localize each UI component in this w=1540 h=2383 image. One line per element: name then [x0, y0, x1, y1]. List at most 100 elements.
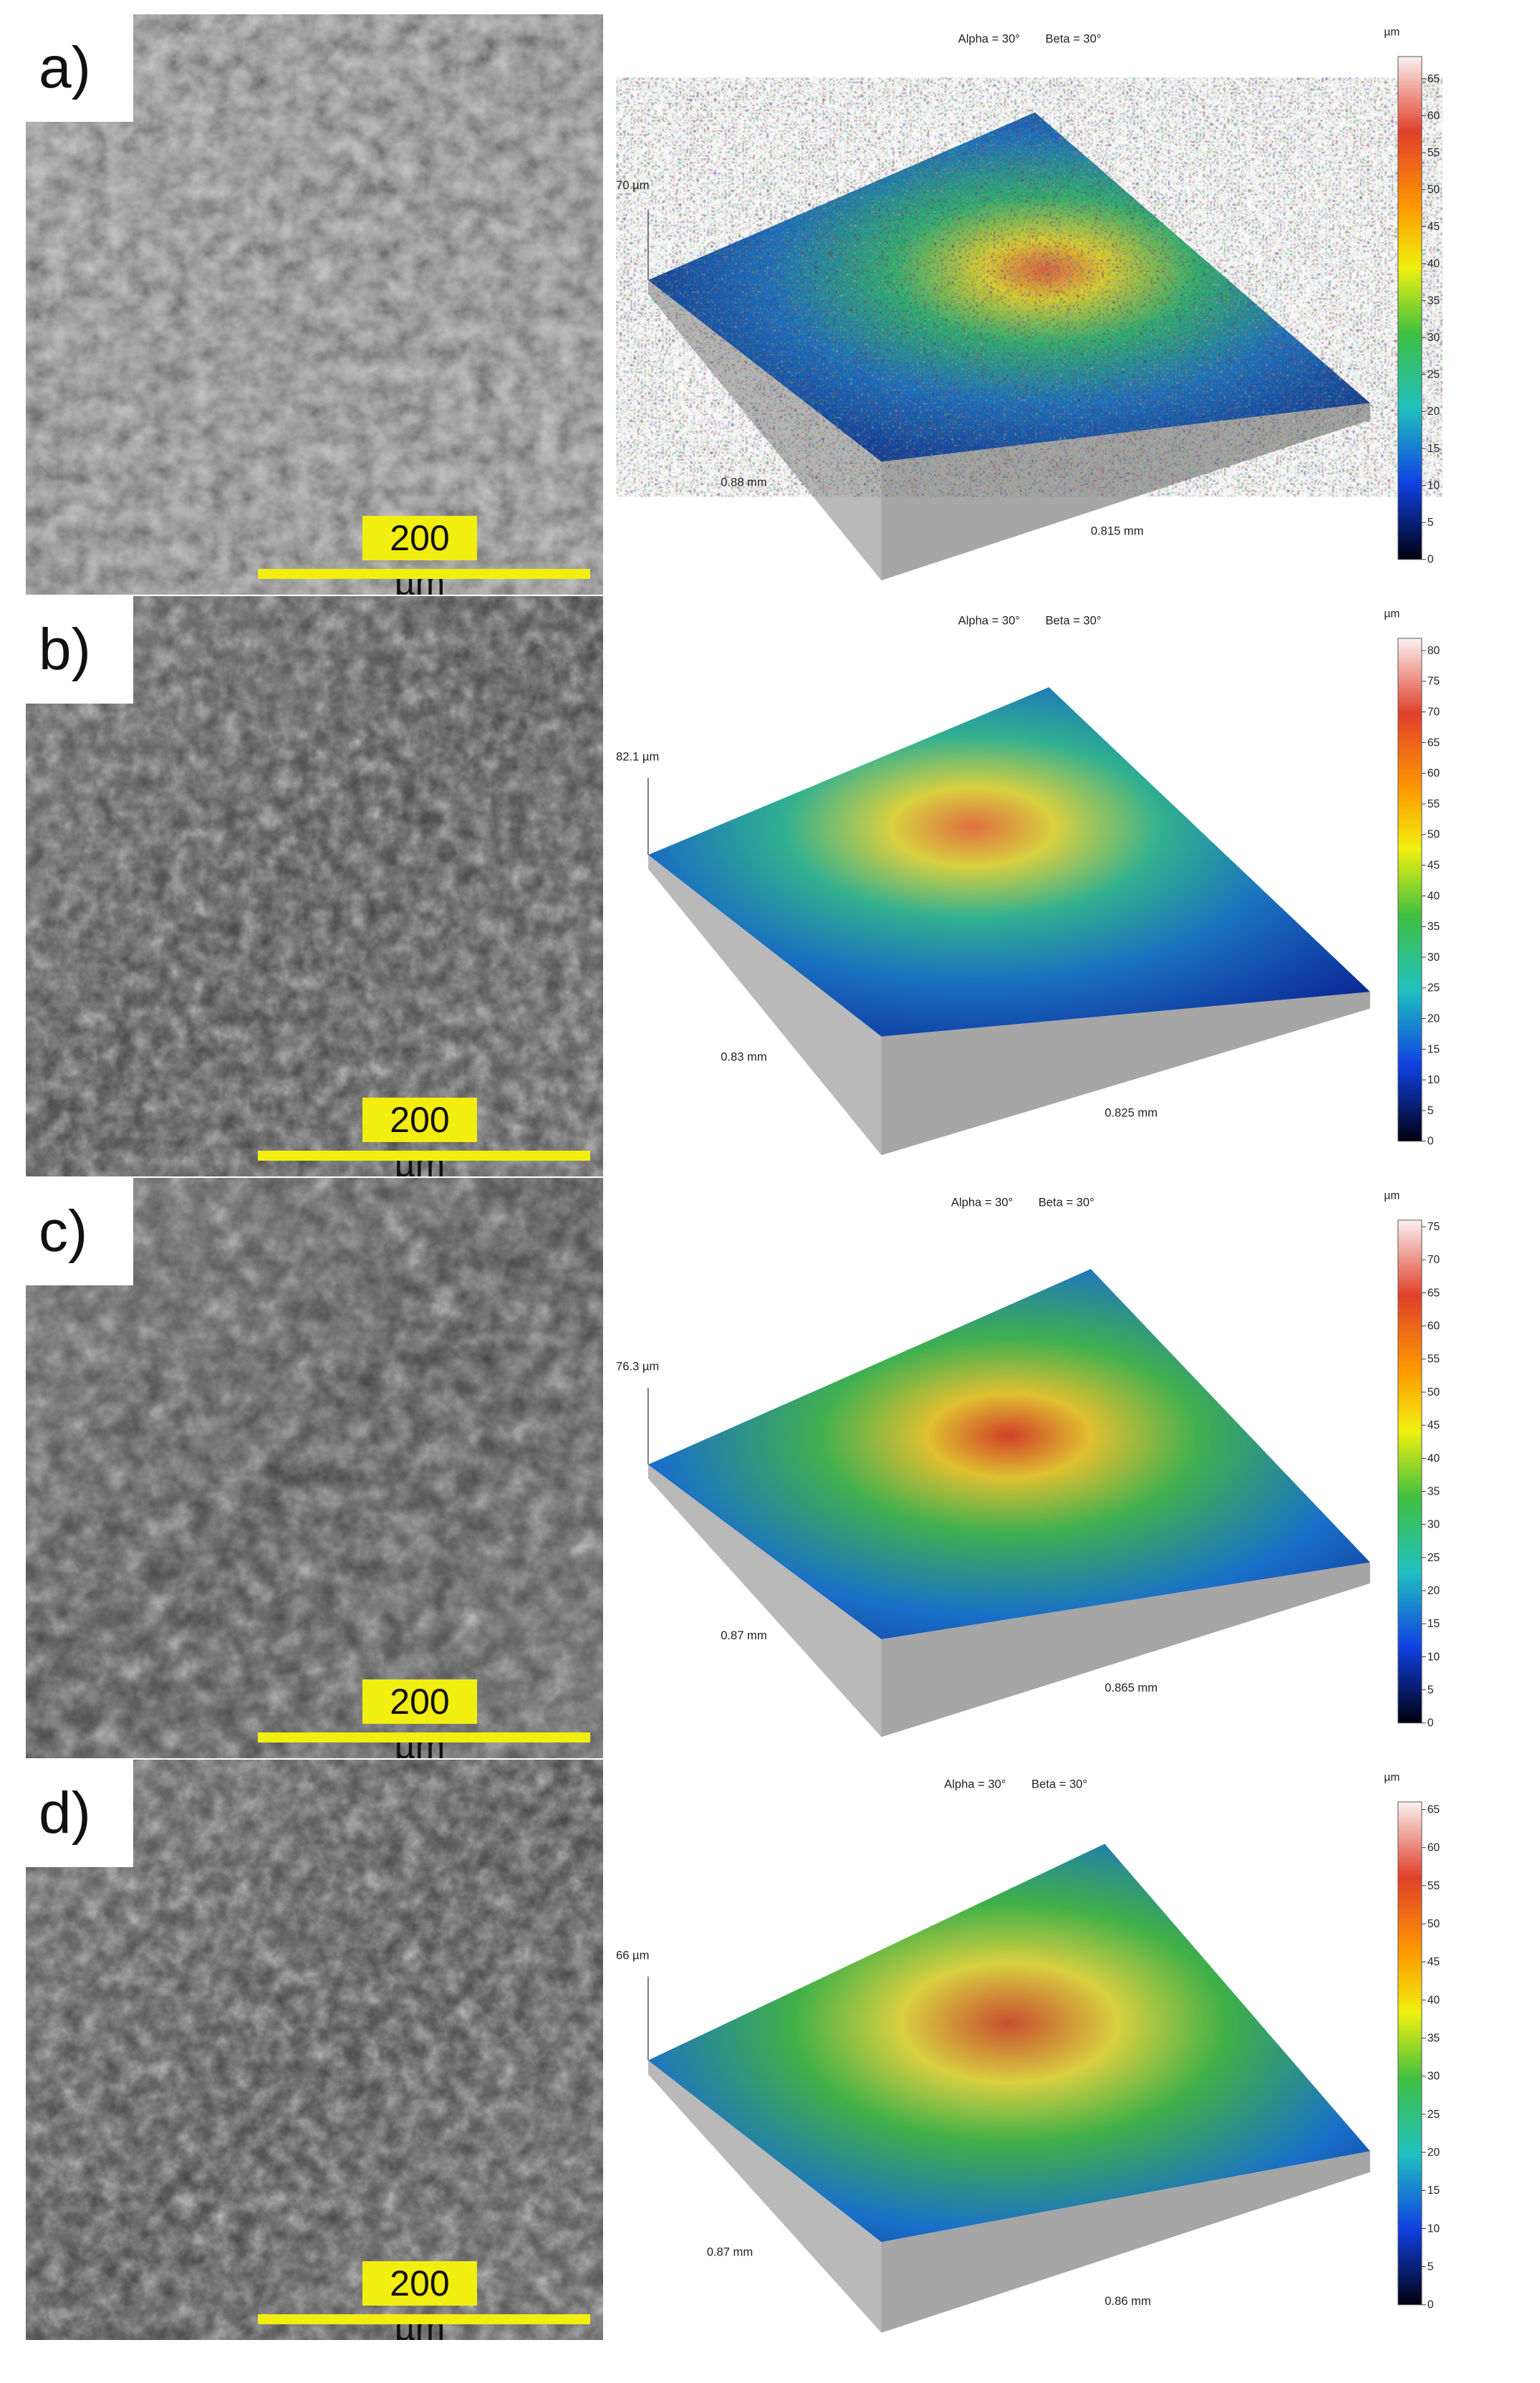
figure-row-d: d) 200 µm Alpha = 30° Beta = 30° 66 µm 0… — [0, 1760, 1540, 2340]
y-length-label: 0.815 mm — [1091, 524, 1144, 538]
colorbar-tick-label: 10 — [1428, 1074, 1440, 1086]
topography-plot: Alpha = 30° Beta = 30° 82.1 µm 0.83 mm 0… — [616, 596, 1447, 1176]
colorbar-tick-label: 60 — [1428, 1320, 1440, 1333]
colorbar-tick-label: 25 — [1428, 982, 1440, 994]
alpha-angle: Alpha = 30° — [958, 32, 1020, 45]
colorbar-unit: µm — [1384, 27, 1400, 39]
colorbar-tick-label: 45 — [1428, 1956, 1440, 1968]
base-block-front — [881, 2151, 1370, 2333]
colorbar-tick-label: 45 — [1428, 221, 1440, 233]
colorbar-tick-label: 50 — [1428, 184, 1440, 196]
panel-label: c) — [26, 1178, 133, 1285]
colorbar-tick-label: 25 — [1428, 1552, 1440, 1564]
colorbar-tick-label: 20 — [1428, 2147, 1440, 2159]
scale-bar-label: 200 µm — [362, 1098, 477, 1176]
x-length-label: 0.88 mm — [721, 475, 766, 489]
topography-plot: Alpha = 30° Beta = 30° 66 µm 0.87 mm 0.8… — [616, 1760, 1447, 2340]
x-length-label: 0.87 mm — [721, 1629, 766, 1642]
alpha-angle: Alpha = 30° — [944, 1777, 1006, 1790]
alpha-angle: Alpha = 30° — [958, 613, 1020, 627]
base-block-front — [881, 992, 1370, 1156]
colorbar-tick-label: 0 — [1428, 1136, 1434, 1148]
y-length-label: 0.825 mm — [1105, 1106, 1158, 1120]
colorbar-tick-label: 15 — [1428, 2185, 1440, 2197]
colorbar-tick-label: 10 — [1428, 479, 1440, 492]
colorbar-tick-label: 40 — [1428, 258, 1440, 270]
y-length-label: 0.86 mm — [1105, 2294, 1150, 2308]
colorbar-tick-label: 40 — [1428, 890, 1440, 902]
colorbar-tick-label: 35 — [1428, 1485, 1440, 1497]
colorbar-tick-label: 20 — [1428, 1585, 1440, 1597]
scale-bar — [258, 1151, 590, 1161]
figure-row-b: b) 200 µm Alpha = 30° Beta = 30° 82.1 µm… — [0, 596, 1540, 1176]
surface-map — [648, 112, 1370, 462]
scale-bar-label: 200 µm — [362, 2261, 477, 2340]
colorbar-tick-label: 55 — [1428, 147, 1440, 159]
colorbar-tick-label: 45 — [1428, 860, 1440, 872]
panel-label: a) — [26, 14, 133, 122]
scale-bar-label: 200 µm — [362, 1679, 477, 1758]
colorbar-tick-label: 75 — [1428, 1221, 1440, 1233]
colorbar-tick-label: 65 — [1428, 73, 1440, 85]
x-length-label: 0.87 mm — [707, 2245, 753, 2259]
colorbar-tick-label: 70 — [1428, 1254, 1440, 1266]
colorbar-tick-label: 60 — [1428, 767, 1440, 780]
beta-angle: Beta = 30° — [1031, 1777, 1087, 1790]
colorbar-tick-label: 0 — [1428, 2299, 1434, 2311]
colorbar-unit: µm — [1384, 1772, 1400, 1784]
colorbar-tick-label: 0 — [1428, 1717, 1434, 1730]
colorbar-tick-label: 55 — [1428, 798, 1440, 810]
surface-map — [648, 687, 1370, 1037]
colorbar-tick-label: 65 — [1428, 737, 1440, 749]
figure-row-a: a) 200 µm Alpha = 30° Beta = 30° 70 µm 0… — [0, 14, 1540, 595]
colorbar-tick-label: 15 — [1428, 443, 1440, 455]
base-block — [648, 855, 1370, 1156]
colorbar-tick-label: 50 — [1428, 1386, 1440, 1399]
x-length-label: 0.83 mm — [721, 1050, 766, 1064]
colorbar-tick-label: 45 — [1428, 1419, 1440, 1432]
z-range-label: 70 µm — [616, 178, 649, 192]
colorbar-tick-label: 20 — [1428, 406, 1440, 418]
colorbar-unit: µm — [1384, 608, 1400, 620]
beta-angle: Beta = 30° — [1045, 613, 1101, 627]
topography-plot: Alpha = 30° Beta = 30° 70 µm 0.88 mm 0.8… — [616, 14, 1447, 595]
colorbar-tick-label: 5 — [1428, 517, 1434, 529]
colorbar-tick-label: 30 — [1428, 332, 1440, 344]
colorbar-tick-label: 10 — [1428, 2223, 1440, 2235]
colorbar-tick-label: 35 — [1428, 2032, 1440, 2044]
colorbar-tick-label: 5 — [1428, 1684, 1434, 1696]
colorbar — [1397, 638, 1423, 1142]
colorbar-tick-label: 5 — [1428, 1105, 1434, 1117]
colorbar-tick-label: 50 — [1428, 829, 1440, 841]
z-range-label: 66 µm — [616, 1948, 649, 1962]
colorbar-tick-label: 50 — [1428, 1918, 1440, 1930]
surface-mesh — [647, 112, 1371, 462]
surface-map — [648, 1843, 1370, 2243]
y-length-label: 0.865 mm — [1105, 1681, 1158, 1694]
colorbar-tick-label: 55 — [1428, 1353, 1440, 1366]
panel-label: b) — [26, 596, 133, 704]
panel-label: d) — [26, 1760, 133, 1867]
colorbar-unit: µm — [1384, 1190, 1400, 1202]
colorbar-tick-label: 5 — [1428, 2261, 1434, 2273]
colorbar-tick-label: 35 — [1428, 294, 1440, 307]
sem-micrograph: a) 200 µm — [26, 14, 603, 595]
colorbar-tick-label: 15 — [1428, 1043, 1440, 1055]
colorbar-tick-label: 25 — [1428, 2109, 1440, 2121]
colorbar-tick-label: 0 — [1428, 554, 1434, 566]
colorbar — [1397, 1801, 1423, 2306]
base-block-front — [881, 1562, 1370, 1737]
colorbar-tick-label: 40 — [1428, 1452, 1440, 1464]
colorbar-tick-label: 70 — [1428, 706, 1440, 719]
colorbar-tick-label: 35 — [1428, 921, 1440, 933]
colorbar-tick-label: 40 — [1428, 1994, 1440, 2006]
colorbar — [1397, 1219, 1423, 1724]
beta-angle: Beta = 30° — [1045, 32, 1101, 45]
sem-micrograph: c) 200 µm — [26, 1178, 603, 1758]
colorbar-tick-label: 65 — [1428, 1287, 1440, 1299]
scale-bar — [258, 2314, 590, 2324]
colorbar-tick-label: 55 — [1428, 1880, 1440, 1892]
colorbar — [1397, 56, 1423, 560]
colorbar-tick-label: 10 — [1428, 1651, 1440, 1663]
alpha-angle: Alpha = 30° — [951, 1195, 1013, 1209]
